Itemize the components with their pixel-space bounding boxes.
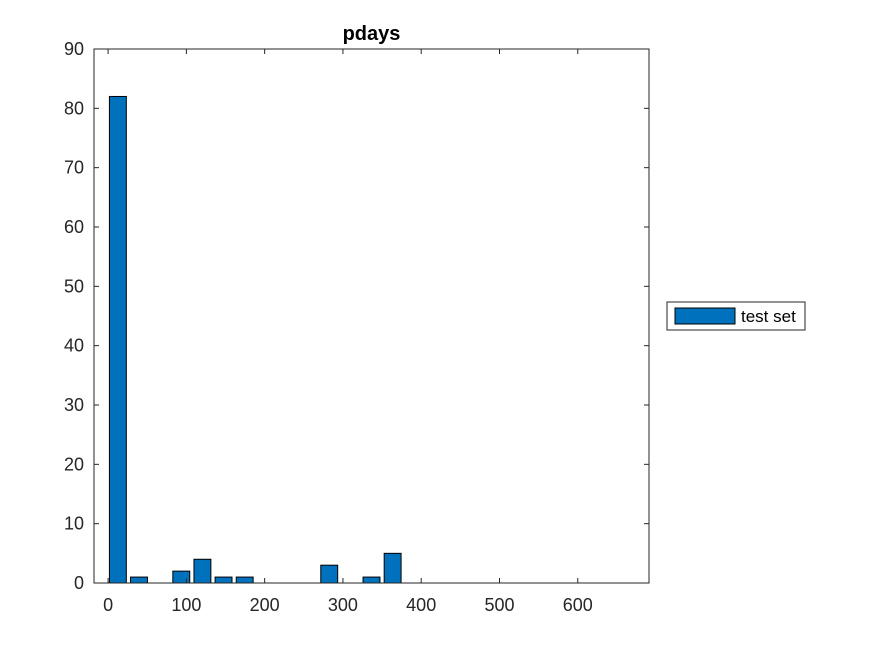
x-tick-label: 200 <box>250 595 280 615</box>
legend-label: test set <box>741 307 796 326</box>
bar <box>383 552 402 584</box>
x-tick-label: 600 <box>563 595 593 615</box>
bar <box>172 570 191 584</box>
chart-title: pdays <box>343 23 401 45</box>
y-tick-label: 60 <box>64 217 84 237</box>
bar <box>362 576 381 584</box>
x-tick-label: 400 <box>406 595 436 615</box>
y-tick-label: 30 <box>64 395 84 415</box>
plot-area <box>94 49 649 583</box>
y-tick-label: 50 <box>64 276 84 296</box>
y-tick-label: 70 <box>64 158 84 178</box>
x-tick-label: 500 <box>484 595 514 615</box>
bar <box>193 558 212 584</box>
axis-ticks <box>94 48 649 584</box>
y-tick-label: 10 <box>64 514 84 534</box>
x-tick-label: 0 <box>103 595 113 615</box>
axes-box <box>93 48 650 584</box>
y-tick-label: 80 <box>64 98 84 118</box>
y-tick-label: 20 <box>64 454 84 474</box>
y-tick-label: 0 <box>74 573 84 593</box>
bar <box>108 95 127 584</box>
y-tick-label: 90 <box>64 39 84 59</box>
y-axis-tick-labels: 0 10 20 30 40 50 60 70 80 90 <box>64 39 84 593</box>
bar <box>320 564 339 584</box>
x-tick-label: 100 <box>171 595 201 615</box>
bar <box>235 576 254 584</box>
bar <box>130 576 148 584</box>
legend: test set <box>666 301 806 331</box>
y-tick-label: 40 <box>64 336 84 356</box>
legend-swatch <box>674 307 736 325</box>
x-tick-label: 300 <box>328 595 358 615</box>
x-axis-tick-labels: 0 100 200 300 400 500 600 <box>103 595 593 615</box>
bar <box>214 576 233 584</box>
